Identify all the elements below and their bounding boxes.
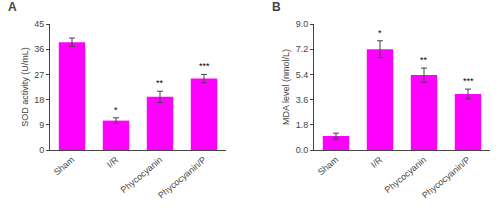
svg-text:Phycocyanin: Phycocyanin [383, 155, 429, 195]
svg-text:Phycocyanin/P: Phycocyanin/P [156, 155, 208, 201]
svg-text:***: *** [463, 76, 474, 86]
svg-text:9.0: 9.0 [296, 19, 309, 29]
svg-text:5.4: 5.4 [296, 70, 309, 80]
svg-text:Sham: Sham [52, 155, 76, 178]
svg-text:**: ** [420, 55, 428, 65]
svg-text:18: 18 [34, 95, 44, 105]
svg-text:Phycocyanin/P: Phycocyanin/P [420, 155, 472, 201]
svg-text:0: 0 [39, 145, 44, 155]
svg-text:*: * [378, 28, 382, 38]
svg-text:SOD activity (U/mL): SOD activity (U/mL) [20, 47, 30, 127]
svg-text:Phycocyanin: Phycocyanin [119, 155, 165, 195]
svg-text:B: B [272, 0, 281, 14]
svg-text:3.6: 3.6 [296, 95, 309, 105]
svg-text:**: ** [156, 78, 164, 88]
svg-text:I/R: I/R [369, 154, 385, 169]
svg-text:0.0: 0.0 [296, 145, 309, 155]
svg-text:27: 27 [34, 70, 44, 80]
svg-text:Sham: Sham [316, 155, 340, 178]
svg-text:7.2: 7.2 [296, 44, 309, 54]
svg-text:MDA level (nmol/L): MDA level (nmol/L) [281, 49, 291, 125]
svg-text:A: A [8, 0, 17, 14]
svg-text:36: 36 [34, 44, 44, 54]
svg-text:I/R: I/R [105, 154, 121, 169]
svg-text:45: 45 [34, 19, 44, 29]
svg-text:*: * [114, 105, 118, 115]
svg-text:9: 9 [39, 120, 44, 130]
svg-text:1.8: 1.8 [296, 120, 309, 130]
svg-text:***: *** [199, 61, 210, 71]
